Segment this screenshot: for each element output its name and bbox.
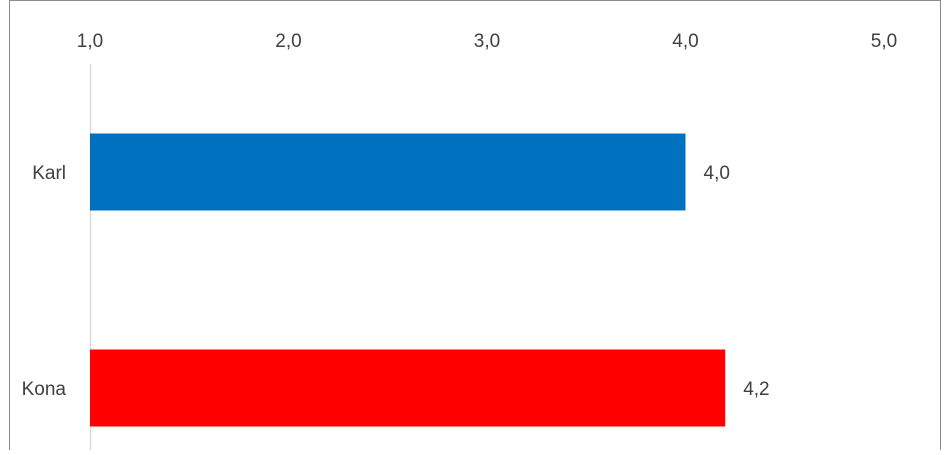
x-tick-label: 2,0 [275,31,301,52]
bar-karl [90,133,686,211]
x-tick-label: 4,0 [672,31,698,52]
x-tick-label: 3,0 [474,31,500,52]
x-tick-label: 5,0 [871,31,897,52]
category-labels: Karl Kona [22,163,67,400]
category-label: Karl [32,163,66,184]
data-labels: 4,0 4,2 [704,163,770,400]
x-axis-tick-labels: 1,0 2,0 3,0 4,0 5,0 [77,31,897,52]
category-label: Kona [22,379,67,400]
x-tick-label: 1,0 [77,31,103,52]
data-label: 4,2 [743,379,769,400]
bars-group [90,133,726,427]
bar-kona [90,349,726,427]
data-label: 4,0 [704,163,730,184]
